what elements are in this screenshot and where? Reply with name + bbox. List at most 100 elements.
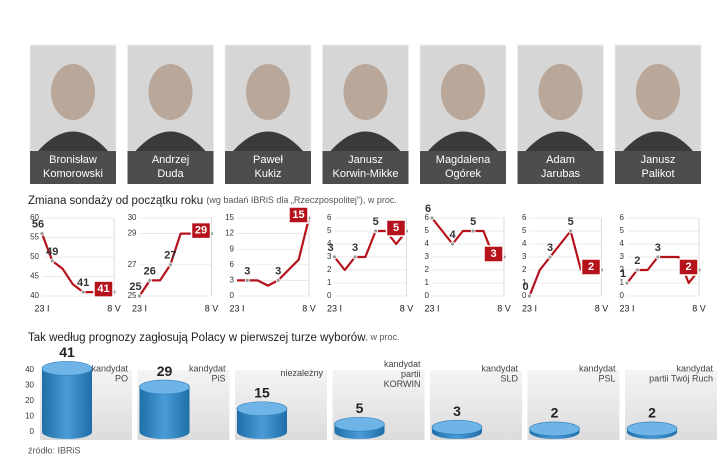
photo-head — [343, 64, 388, 120]
value-label: 2 — [588, 261, 594, 273]
point — [634, 267, 640, 273]
candidate-name: Paweł Kukiz — [253, 154, 284, 180]
y-tick-label: 3 — [522, 252, 527, 261]
point — [373, 228, 379, 234]
y-tick-label: 1 — [425, 278, 430, 287]
y-tick-label: 3 — [327, 252, 332, 261]
name-box — [127, 151, 214, 184]
y-tick-label: 1 — [522, 278, 527, 287]
value-label: 49 — [46, 246, 58, 258]
value-box — [190, 221, 212, 240]
point — [147, 277, 153, 283]
trend-title-text: Zmiana sondaży od początku roku — [28, 195, 203, 207]
value-label: 2 — [685, 261, 691, 273]
value-label: 3 — [352, 242, 358, 254]
name-box — [225, 151, 311, 184]
y-tick-label: 2 — [327, 265, 332, 274]
photo-body — [330, 131, 401, 151]
y-tick-label: 0 — [620, 291, 625, 300]
y-tick-label: 6 — [425, 213, 430, 222]
photo-head — [538, 64, 583, 120]
candidate-name: Janusz Korwin-Mikke — [332, 154, 398, 180]
value-label: 29 — [195, 225, 207, 237]
value-box — [678, 258, 699, 276]
trend-note: (wg badań IBRiS dla „Rzeczpospolitej”), … — [206, 195, 397, 205]
bar-category: kandydat SLD — [481, 364, 518, 384]
value-label: 3 — [275, 265, 281, 277]
value-label: 25 — [129, 281, 141, 293]
bar-category-line: kandydat — [676, 364, 713, 374]
value-label: 27 — [164, 250, 176, 262]
y-tick-label: 5 — [425, 226, 430, 235]
value-label: 3 — [547, 242, 553, 254]
x-tick-label: 8 V — [107, 303, 121, 313]
point — [137, 293, 142, 299]
x-tick-label: 8 V — [497, 303, 511, 313]
name-box — [517, 151, 604, 184]
trend-line — [333, 229, 408, 272]
bar-top — [334, 416, 385, 432]
value-label: 4 — [450, 229, 457, 241]
y-tick-label: 0 — [522, 291, 527, 300]
y-tick-label: 30 — [25, 381, 34, 390]
first-name: Paweł — [253, 154, 284, 166]
bar-category: kandydat PiS — [189, 364, 226, 384]
bar — [139, 387, 190, 439]
point — [244, 277, 250, 283]
x-tick-label: 23 I — [229, 303, 244, 313]
bar-category: kandydat partii Twój Ruch — [649, 364, 713, 384]
y-tick-label: 20 — [25, 396, 34, 405]
bar-category-line: KORWIN — [384, 379, 421, 389]
x-tick-label: 8 V — [692, 303, 706, 313]
value-box — [288, 206, 309, 224]
bar-value: 3 — [453, 403, 461, 419]
bar-category-line: kandydat — [189, 364, 226, 374]
bar-category-line: kandydat — [384, 359, 421, 369]
value-label: 6 — [425, 203, 431, 215]
value-box — [483, 245, 504, 263]
last-name: Jarubas — [541, 168, 581, 180]
candidate-name: Magdalena Ogórek — [436, 154, 491, 180]
bar-category: kandydat partii KORWIN — [384, 359, 421, 389]
value-label: 3 — [244, 265, 250, 277]
bar-category: kandydat PSL — [579, 364, 616, 384]
y-tick-label: 3 — [425, 252, 430, 261]
last-name: Korwin-Mikke — [332, 168, 398, 180]
value-box — [385, 219, 407, 237]
x-tick-label: 8 V — [302, 303, 316, 313]
bar-value: 5 — [356, 400, 364, 416]
x-tick-label: 23 I — [132, 303, 147, 313]
photo-body — [233, 131, 303, 151]
point — [470, 228, 476, 234]
value-box — [93, 280, 114, 298]
photo-head — [51, 64, 95, 120]
candidate-name: Adam Jarubas — [541, 154, 581, 180]
y-tick-label: 30 — [128, 213, 137, 222]
photo-head — [441, 64, 485, 120]
first-name: Janusz — [348, 154, 383, 166]
y-tick-label: 6 — [522, 213, 527, 222]
x-tick-label: 8 V — [595, 303, 609, 313]
value-label: 41 — [97, 283, 109, 295]
bar-value: 29 — [157, 363, 173, 379]
last-name: Kukiz — [255, 168, 282, 180]
point — [527, 293, 532, 299]
candidate-name: Bronisław Komorowski — [43, 154, 103, 180]
point — [80, 289, 86, 295]
bar-title: Tak według prognozy zagłosują Polacy w p… — [28, 332, 400, 344]
y-tick-label: 45 — [30, 272, 39, 281]
first-name: Magdalena — [436, 154, 491, 166]
y-tick-label: 29 — [128, 229, 137, 238]
bar-category-line: PiS — [211, 374, 225, 384]
y-tick-label: 6 — [230, 260, 235, 269]
y-tick-label: 40 — [30, 291, 39, 300]
x-tick-label: 23 I — [424, 303, 439, 313]
y-tick-label: 1 — [620, 278, 625, 287]
y-tick-label: 0 — [30, 427, 35, 436]
y-tick-label: 4 — [327, 239, 332, 248]
y-tick-label: 6 — [327, 213, 332, 222]
y-tick-label: 12 — [225, 229, 234, 238]
bar-top — [529, 421, 580, 437]
y-tick-label: 10 — [25, 412, 34, 421]
last-name: Palikot — [641, 168, 674, 180]
